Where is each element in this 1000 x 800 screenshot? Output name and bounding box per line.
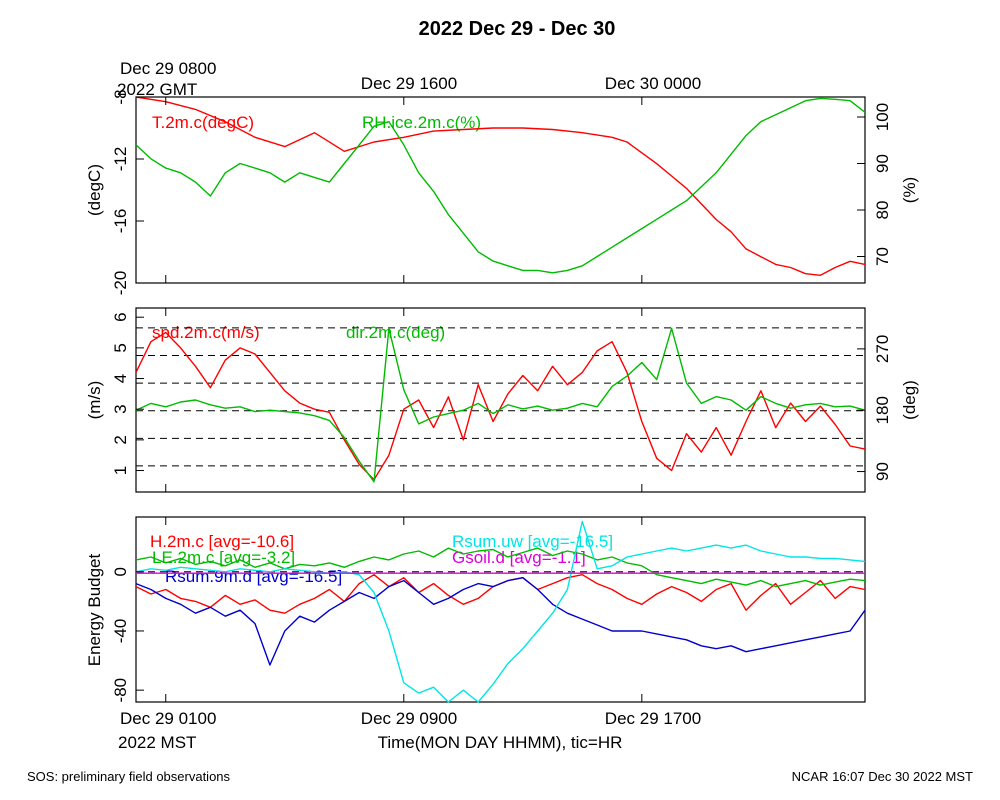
right-tick-label: 80 — [873, 201, 892, 220]
left-tick-label: 0 — [111, 567, 130, 576]
bottom-time-label-start: Dec 29 0100 — [120, 709, 216, 728]
top-time-label-start-1: Dec 29 0800 — [120, 59, 216, 78]
bottom-time-label-mid: Dec 29 0900 — [361, 709, 457, 728]
top-time-label-mid: Dec 29 1600 — [361, 74, 457, 93]
right-tick-label: 270 — [873, 335, 892, 363]
series-line-t-2m-c — [135, 96, 866, 276]
left-tick-label: -16 — [111, 209, 130, 234]
series-label-le: LE.2m.c [avg=-3.2] — [152, 548, 295, 567]
bottom-time-label-end: Dec 29 1700 — [605, 709, 701, 728]
panel-frame — [135, 516, 866, 703]
left-tick-label: -80 — [111, 678, 130, 703]
footer-left: SOS: preliminary field observations — [27, 769, 231, 784]
series-label-temperature: T.2m.c(degC) — [152, 113, 254, 132]
footer-right: NCAR 16:07 Dec 30 2022 MST — [792, 769, 973, 784]
right-axis-label: (%) — [900, 177, 919, 203]
series-label-wind-speed: spd.2m.c(m/s) — [152, 323, 260, 342]
series-line-rh-ice-2m-c — [135, 97, 866, 274]
temperature-humidity-panel: (degC) (%) T.2m.c(degC) RH.ice.2m.c(%) -… — [85, 89, 919, 295]
panel-frame — [135, 96, 866, 284]
left-axis-label: (degC) — [85, 164, 104, 216]
series-line-spd-2m-c — [135, 331, 866, 481]
right-axis-label: (deg) — [900, 380, 919, 420]
wind-panel: (m/s) (deg) spd.2m.c(m/s) dir.2m.c(deg) … — [85, 307, 919, 493]
series-line-le-2m-c — [135, 547, 866, 588]
left-tick-label: 5 — [111, 343, 130, 352]
left-tick-label: 1 — [111, 466, 130, 475]
left-tick-label: -12 — [111, 147, 130, 172]
right-tick-label: 180 — [873, 396, 892, 424]
left-tick-label: 3 — [111, 404, 130, 413]
series-label-rsum-uw: Rsum.uw [avg=-16.5] — [452, 532, 613, 551]
energy-budget-panel: Energy Budget H.2m.c [avg=-10.6] LE.2m.c… — [85, 516, 866, 703]
right-tick-label: 100 — [873, 103, 892, 131]
left-tick-label: -8 — [111, 89, 130, 104]
series-label-wind-direction: dir.2m.c(deg) — [346, 323, 445, 342]
series-label-h: H.2m.c [avg=-10.6] — [150, 532, 294, 551]
panel-frame — [135, 307, 866, 493]
x-axis-label: Time(MON DAY HHMM), tic=HR — [378, 733, 623, 752]
left-tick-label: 4 — [111, 374, 130, 383]
right-tick-label: 70 — [873, 247, 892, 266]
right-tick-label: 90 — [873, 462, 892, 481]
left-tick-label: 6 — [111, 312, 130, 321]
left-tick-label: 2 — [111, 435, 130, 444]
top-time-label-end: Dec 30 0000 — [605, 74, 701, 93]
timezone-label: 2022 MST — [118, 733, 196, 752]
right-tick-label: 90 — [873, 154, 892, 173]
top-time-label-start-2: 2022 GMT — [117, 80, 197, 99]
series-line-rsum-uw — [135, 520, 866, 703]
series-label-gsoil: Gsoil.d [avg=-1.1] — [452, 548, 586, 567]
series-line-rsum-9m-d — [135, 577, 866, 666]
left-tick-label: -20 — [111, 271, 130, 296]
left-axis-label: (m/s) — [85, 381, 104, 420]
series-line-dir-2m-c — [135, 327, 866, 483]
left-tick-label: -40 — [111, 619, 130, 644]
chart-title: 2022 Dec 29 - Dec 30 — [419, 18, 616, 40]
left-axis-label: Energy Budget — [85, 553, 104, 666]
